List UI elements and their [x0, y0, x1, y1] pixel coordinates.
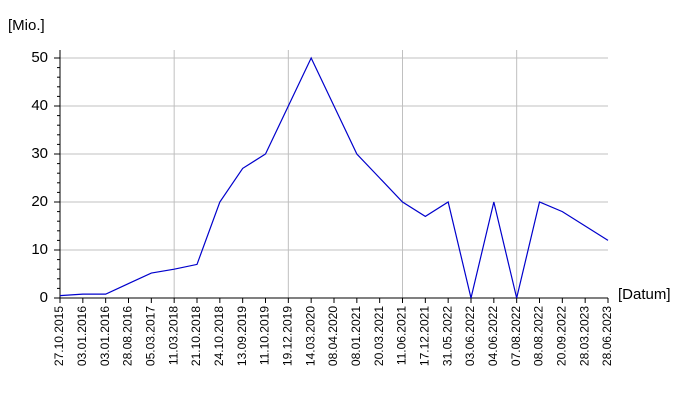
x-tick-label: 19.12.2019	[281, 306, 295, 366]
x-tick-label: 31.05.2022	[440, 306, 454, 366]
y-tick-label: 10	[31, 241, 48, 258]
x-tick-label: 28.03.2023	[577, 306, 591, 366]
x-tick-label: 11.10.2019	[258, 306, 272, 365]
x-tick-label: 05.03.2017	[144, 306, 158, 366]
x-tick-label: 14.03.2020	[303, 306, 317, 366]
x-tick-label: 07.08.2022	[509, 306, 523, 366]
x-tick-label: 03.01.2016	[98, 306, 112, 366]
x-tick-label: 21.10.2018	[189, 306, 203, 366]
x-tick-label: 11.06.2021	[395, 306, 409, 365]
x-tick-label: 08.01.2021	[349, 306, 363, 366]
x-tick-label: 24.10.2018	[212, 306, 226, 366]
y-tick-label: 20	[31, 193, 48, 210]
y-axis-label: [Mio.]	[8, 17, 45, 34]
x-tick-label: 20.09.2022	[555, 306, 569, 366]
x-tick-label: 28.08.2016	[121, 306, 135, 366]
x-tick-label: 17.12.2021	[418, 306, 432, 366]
x-tick-label: 11.03.2018	[166, 306, 180, 365]
x-tick-label: 03.01.2016	[75, 306, 89, 366]
data-line	[59, 56, 609, 299]
x-tick-label: 04.06.2022	[486, 306, 500, 366]
y-tick-label: 50	[31, 49, 48, 66]
x-axis-label: [Datum]	[618, 286, 671, 303]
y-tick-label: 0	[40, 289, 48, 306]
y-tick-label: 40	[31, 97, 48, 114]
x-tick-label: 28.06.2023	[600, 306, 614, 366]
x-tick-label: 03.06.2022	[463, 306, 477, 366]
x-tick-label: 08.04.2020	[326, 306, 340, 366]
x-tick-label: 08.08.2022	[532, 306, 546, 366]
y-tick-label: 30	[31, 145, 48, 162]
x-tick-label: 20.03.2021	[372, 306, 386, 366]
x-tick-label: 27.10.2015	[52, 306, 66, 366]
x-tick-label: 13.09.2019	[235, 306, 249, 366]
